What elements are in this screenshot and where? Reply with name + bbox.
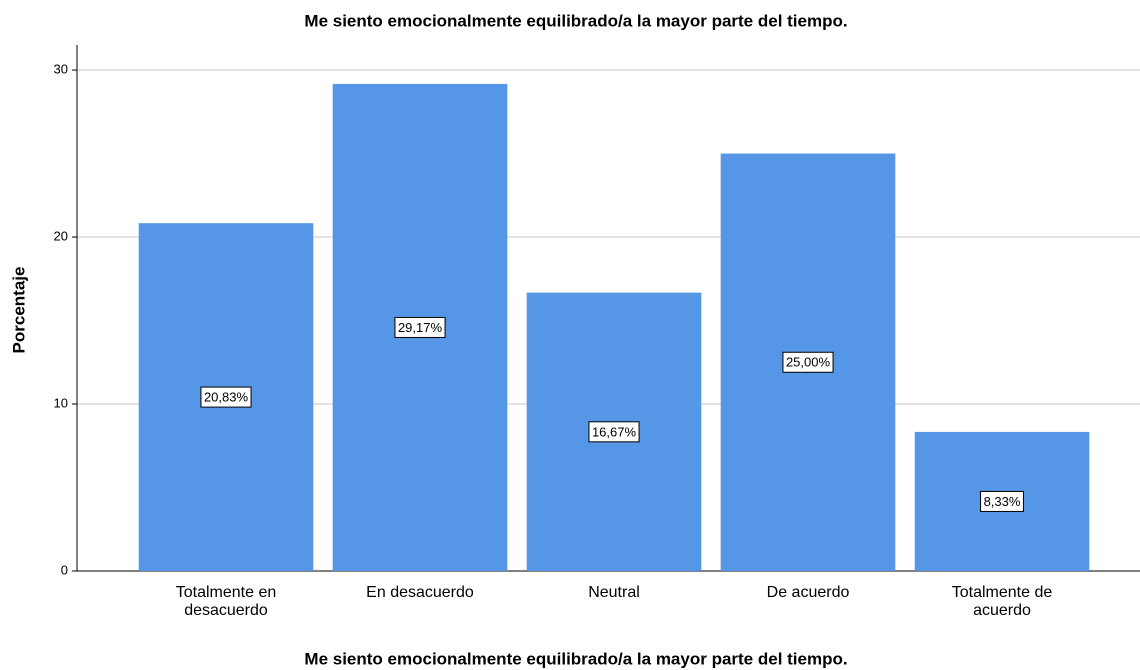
value-label: 16,67%: [592, 424, 637, 439]
chart-title: Me siento emocionalmente equilibrado/a l…: [304, 11, 847, 30]
value-label: 8,33%: [984, 494, 1021, 509]
value-label: 20,83%: [204, 390, 249, 405]
value-label-box: [200, 386, 252, 408]
y-tick-label: 10: [54, 395, 68, 410]
value-label-box: [782, 351, 834, 373]
y-tick-label: 20: [54, 228, 68, 243]
y-axis-title: Porcentaje: [9, 267, 28, 354]
value-label: 29,17%: [398, 320, 443, 335]
x-tick-label: En desacuerdo: [366, 584, 474, 601]
value-label: 25,00%: [786, 355, 831, 370]
x-tick-label: Neutral: [588, 584, 640, 601]
value-label-box: [980, 490, 1024, 512]
y-tick-label: 30: [54, 61, 68, 76]
y-tick-label: 0: [61, 562, 68, 577]
x-tick-label: De acuerdo: [767, 584, 850, 601]
x-axis-title: Me siento emocionalmente equilibrado/a l…: [304, 649, 847, 668]
value-label-box: [394, 316, 446, 338]
x-tick-label: Totalmente de acuerdo: [952, 584, 1053, 619]
value-label-box: [588, 421, 640, 443]
x-tick-label: Totalmente en desacuerdo: [176, 584, 277, 619]
